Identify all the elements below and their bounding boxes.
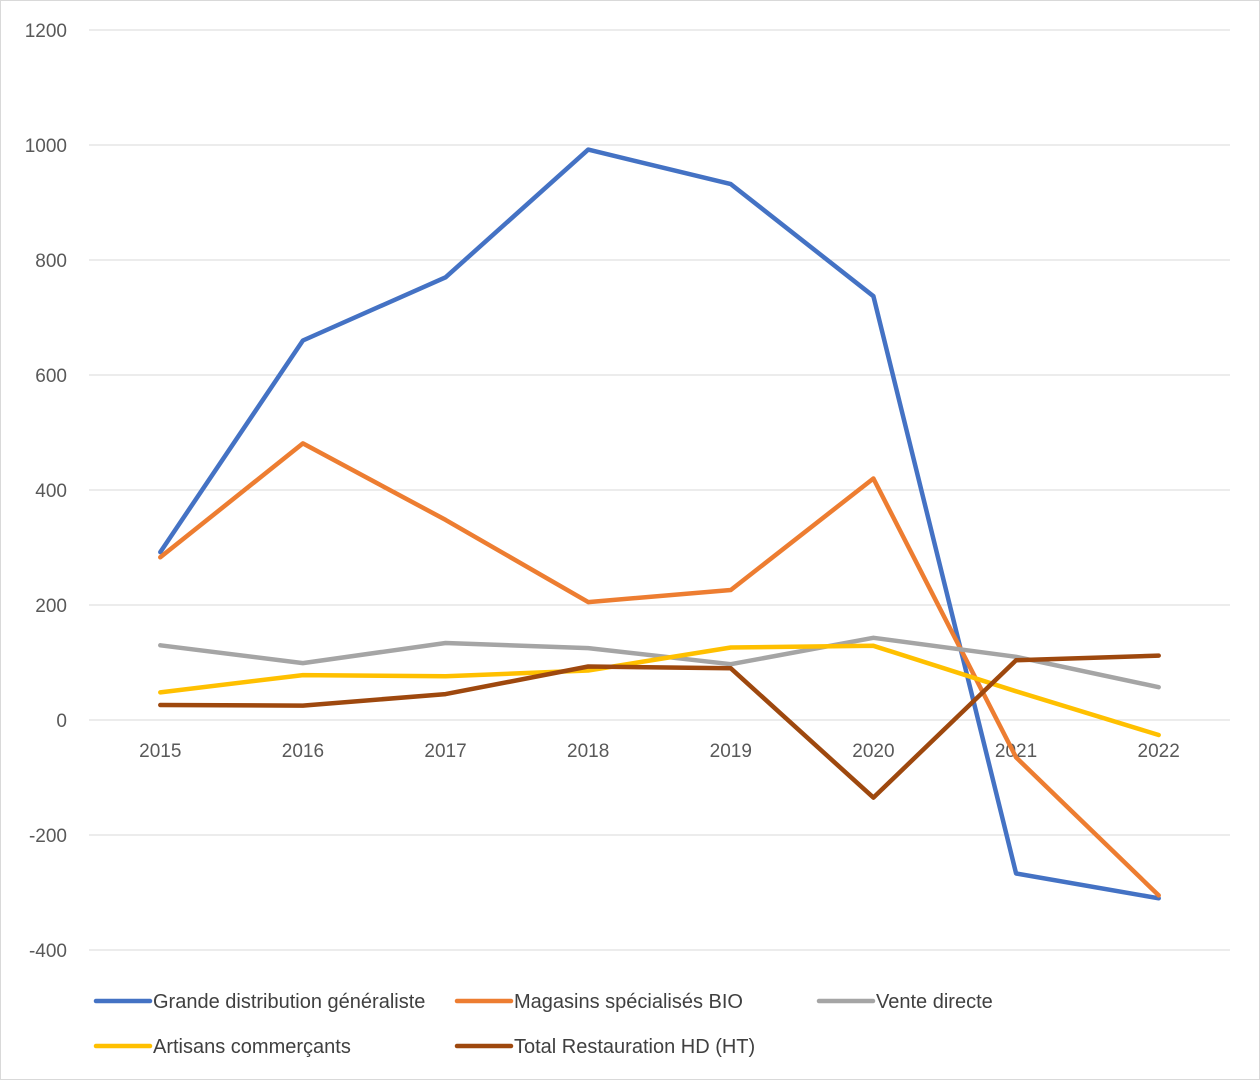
legend-label: Grande distribution généraliste (153, 991, 425, 1013)
legend-label: Vente directe (876, 991, 993, 1013)
legend-item: Magasins spécialisés BIO (454, 991, 743, 1013)
legend-item: Vente directe (816, 991, 993, 1013)
x-tick-label: 2015 (139, 741, 181, 762)
y-axis-tick-labels: -400 -200 0 200 400 600 800 1000 1200 (25, 21, 67, 962)
legend-item: Total Restauration HD (HT) (454, 1036, 755, 1058)
series-line (158, 643, 1161, 738)
y-tick-label: -200 (29, 826, 67, 847)
y-tick-label: 200 (35, 596, 67, 617)
x-tick-label: 2021 (995, 741, 1037, 762)
x-tick-label: 2020 (852, 741, 894, 762)
y-tick-label: -400 (29, 941, 67, 962)
x-tick-label: 2018 (567, 741, 609, 762)
series-line (158, 635, 1161, 690)
y-tick-label: 400 (35, 481, 67, 502)
series-lines (158, 147, 1161, 901)
legend: Grande distribution généraliste Magasins … (93, 991, 993, 1058)
legend-item: Artisans commerçants (93, 1036, 351, 1058)
series-line (158, 441, 1161, 898)
y-tick-label: 1000 (25, 136, 67, 157)
series-line (158, 147, 1161, 901)
legend-label: Total Restauration HD (HT) (514, 1036, 755, 1058)
x-tick-label: 2016 (282, 741, 324, 762)
legend-item: Grande distribution généraliste (93, 991, 425, 1013)
x-tick-label: 2019 (710, 741, 752, 762)
legend-label: Magasins spécialisés BIO (514, 991, 743, 1013)
legend-label: Artisans commerçants (153, 1036, 351, 1058)
series-line (158, 653, 1161, 800)
y-tick-label: 600 (35, 366, 67, 387)
y-tick-label: 0 (56, 711, 67, 732)
x-tick-label: 2017 (424, 741, 466, 762)
y-tick-label: 1200 (25, 21, 67, 42)
y-tick-label: 800 (35, 251, 67, 272)
x-tick-label: 2022 (1138, 741, 1180, 762)
x-axis-tick-labels: 2015 2016 2017 2018 2019 2020 2021 2022 (139, 741, 1180, 762)
